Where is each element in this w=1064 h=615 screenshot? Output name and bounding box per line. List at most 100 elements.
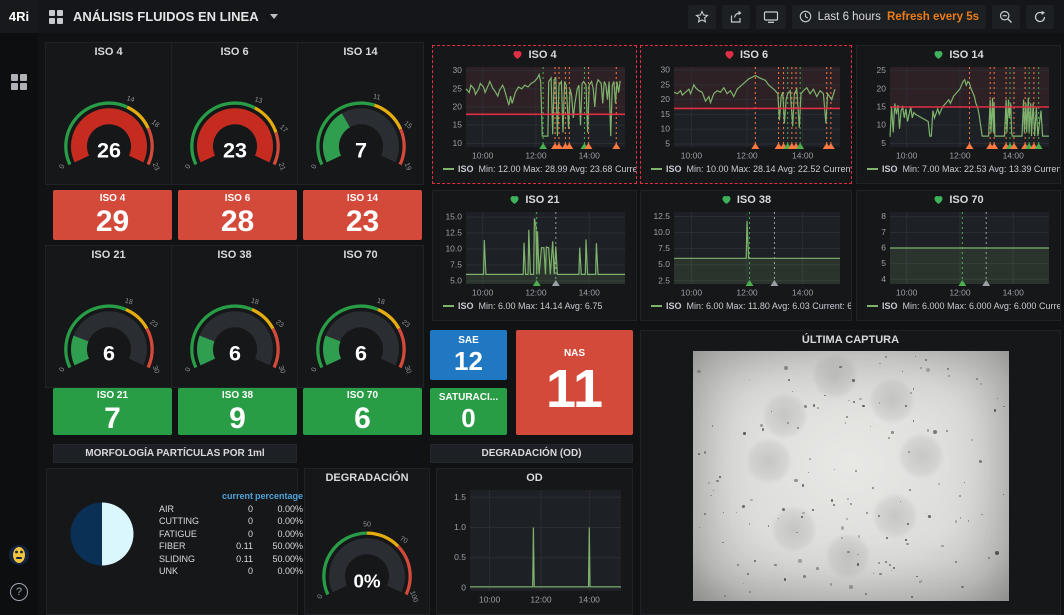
legend-label[interactable]: FATIGUE <box>159 528 197 539</box>
panel-ultima-captura[interactable]: ÚLTIMA CAPTURA <box>640 330 1061 615</box>
star-button[interactable] <box>687 4 716 29</box>
legend-percentage: 0.00% <box>277 528 303 539</box>
stat-nas[interactable]: NAS 11 <box>516 330 633 435</box>
svg-text:23: 23 <box>274 319 285 329</box>
svg-text:25: 25 <box>453 83 463 93</box>
svg-text:18: 18 <box>149 119 160 129</box>
zoom-out-button[interactable] <box>992 4 1020 29</box>
help-icon[interactable]: ? <box>10 583 28 601</box>
gauge-title[interactable]: ISO 4 <box>94 46 123 58</box>
chart-title[interactable]: ISO 14 <box>857 46 1060 62</box>
stat-title: ISO 6 <box>224 193 251 205</box>
header-degradation[interactable]: DEGRADACIÓN (OD) <box>430 444 633 463</box>
tv-mode-button[interactable] <box>755 4 786 29</box>
svg-text:20: 20 <box>453 102 463 112</box>
chart-plot-od: 0 0.5 1.0 1.5 10:00 12:00 14:00 <box>454 490 621 605</box>
panel-chart-iso14[interactable]: ISO 14 5 10 15 20 25 10:00 12:00 14:00 ISO Min: 7.… <box>856 45 1061 184</box>
ok-heart-icon <box>934 51 943 59</box>
svg-text:14: 14 <box>125 95 134 104</box>
gauge-title[interactable]: ISO 38 <box>217 249 252 261</box>
chart-plot-iso38: 2.5 5.0 7.5 10.0 12.5 10:00 12:00 14:00 <box>653 211 840 298</box>
panel-gauge-iso14[interactable]: ISO 14 0 11 15 19 7 <box>297 42 424 185</box>
panel-gauge-iso4[interactable]: ISO 4 0 14 18 23 26 <box>45 42 172 185</box>
ok-heart-icon <box>934 196 943 204</box>
svg-text:5.0: 5.0 <box>658 259 670 269</box>
gauge-title[interactable]: ISO 6 <box>220 46 249 58</box>
svg-text:25: 25 <box>877 65 887 75</box>
chart-title[interactable]: OD <box>526 472 543 484</box>
chart-legend[interactable]: ISO Min: 6.000 Max: 6.000 Avg: 6.000 Curr… <box>857 299 1060 312</box>
legend-current: 0 <box>247 566 253 576</box>
svg-text:15.0: 15.0 <box>445 212 462 222</box>
chart-legend[interactable]: ISO Min: 6.00 Max: 11.80 Avg: 6.03 Curren… <box>641 299 851 312</box>
svg-text:0: 0 <box>58 367 66 373</box>
stat-value: 7 <box>104 401 121 435</box>
panel-gauge-iso6[interactable]: ISO 6 0 13 17 21 23 <box>171 42 298 185</box>
gauge-title[interactable]: DEGRADACIÓN <box>325 472 409 484</box>
stat-value: 29 <box>95 205 130 239</box>
gauge-title[interactable]: ISO 70 <box>343 249 378 261</box>
panel-chart-iso6[interactable]: ISO 6 5 10 15 20 25 30 10:00 12:00 14:00 ISO Min: 1… <box>640 45 852 184</box>
svg-text:4: 4 <box>881 274 886 284</box>
stat-iso4[interactable]: ISO 4 29 <box>53 190 172 240</box>
svg-text:10:00: 10:00 <box>896 288 918 298</box>
panel-chart-iso38[interactable]: ISO 38 2.5 5.0 7.5 10.0 12.5 10:00 12:00 14:00 IS… <box>640 190 852 321</box>
gauge-value: 6 <box>228 341 240 366</box>
chart-title[interactable]: ISO 21 <box>433 191 636 207</box>
stat-value: 6 <box>354 401 371 435</box>
svg-text:23: 23 <box>150 162 159 172</box>
panel-gauge-iso38[interactable]: ISO 38 0 18 23 30 6 <box>171 245 298 388</box>
legend-current: 0.11 <box>236 553 253 564</box>
chart-title[interactable]: ISO 38 <box>641 191 851 207</box>
panel-gauge-degradacion[interactable]: DEGRADACIÓN 0 50 70 100 0% <box>304 468 430 615</box>
chart-legend[interactable]: ISO Min: 7.00 Max: 22.53 Avg: 13.39 Curre… <box>857 162 1060 175</box>
panel-chart-iso21[interactable]: ISO 21 5.0 7.5 10.0 12.5 15.0 10:00 12:00 14:00 I… <box>432 190 637 321</box>
svg-text:21: 21 <box>276 162 285 172</box>
stat-iso6[interactable]: ISO 6 28 <box>178 190 297 240</box>
panel-gauge-iso70[interactable]: ISO 70 0 18 23 30 6 <box>297 245 424 388</box>
stat-iso38[interactable]: ISO 38 9 <box>178 388 297 435</box>
chart-title[interactable]: ISO 6 <box>641 46 851 62</box>
legend-label[interactable]: UNK <box>159 566 179 576</box>
stat-iso14[interactable]: ISO 14 23 <box>303 190 422 240</box>
time-picker-button[interactable]: Last 6 hours Refresh every 5s <box>791 4 986 29</box>
chart-legend[interactable]: ISO Min: 10.00 Max: 28.14 Avg: 22.52 Curr… <box>641 162 851 175</box>
chart-legend[interactable]: ISO Min: 12.00 Max: 28.99 Avg: 23.68 Curr… <box>433 162 636 175</box>
stat-saturacion[interactable]: SATURACI... 0 <box>430 388 507 435</box>
svg-text:10: 10 <box>453 138 463 148</box>
svg-text:15: 15 <box>402 120 413 130</box>
stat-iso21[interactable]: ISO 21 7 <box>53 388 172 435</box>
page-title: ANÁLISIS FLUIDOS EN LINEA <box>73 9 259 24</box>
stat-sae[interactable]: SAE 12 <box>430 330 507 380</box>
svg-text:18: 18 <box>124 298 133 307</box>
stat-title: ISO 21 <box>96 389 129 401</box>
chart-title[interactable]: ISO 4 <box>433 46 636 62</box>
legend-label[interactable]: AIR <box>159 503 175 514</box>
panel-chart-iso70[interactable]: ISO 70 4 5 6 7 8 10:00 12:00 14:00 ISO Min: 6.000 … <box>856 190 1061 321</box>
logo-4ri[interactable]: 4Ri <box>0 0 38 33</box>
legend-label[interactable]: SLIDING <box>159 553 196 564</box>
panel-chart-iso4[interactable]: ISO 4 10 15 20 25 30 10:00 12:00 14:00 ISO Min: 12… <box>432 45 637 184</box>
user-avatar[interactable] <box>8 544 30 571</box>
panel-gauge-iso21[interactable]: ISO 21 0 18 23 30 6 <box>45 245 172 388</box>
legend-label[interactable]: FIBER <box>159 541 186 551</box>
svg-text:17: 17 <box>277 124 288 135</box>
share-button[interactable] <box>721 4 750 29</box>
svg-text:1.5: 1.5 <box>454 492 466 502</box>
chart-legend[interactable]: ISO Min: 6.00 Max: 14.14 Avg: 6.75 <box>433 299 636 312</box>
stat-iso70[interactable]: ISO 70 6 <box>303 388 422 435</box>
panel-chart-od[interactable]: OD 0 0.5 1.0 1.5 10:00 12:00 14:00 <box>436 468 633 615</box>
dashboards-grid-icon[interactable] <box>10 73 28 96</box>
svg-text:10:00: 10:00 <box>472 151 494 161</box>
dashboard-title-menu[interactable]: ANÁLISIS FLUIDOS EN LINEA <box>48 9 278 25</box>
stat-title: ISO 70 <box>346 389 379 401</box>
svg-text:20: 20 <box>877 83 887 93</box>
chart-title[interactable]: ISO 70 <box>857 191 1060 207</box>
refresh-button[interactable] <box>1026 4 1054 29</box>
header-morphology[interactable]: MORFOLOGÍA PARTÍCULAS POR 1ml <box>53 444 297 463</box>
legend-label[interactable]: CUTTING <box>159 516 199 526</box>
gauge-title[interactable]: ISO 21 <box>91 249 126 261</box>
gauge-title[interactable]: ISO 14 <box>343 46 378 58</box>
svg-text:30: 30 <box>276 365 285 375</box>
panel-morphology-pie[interactable]: current percentage AIR 0 0.00% CUTTING 0 0.00% F… <box>46 468 303 615</box>
